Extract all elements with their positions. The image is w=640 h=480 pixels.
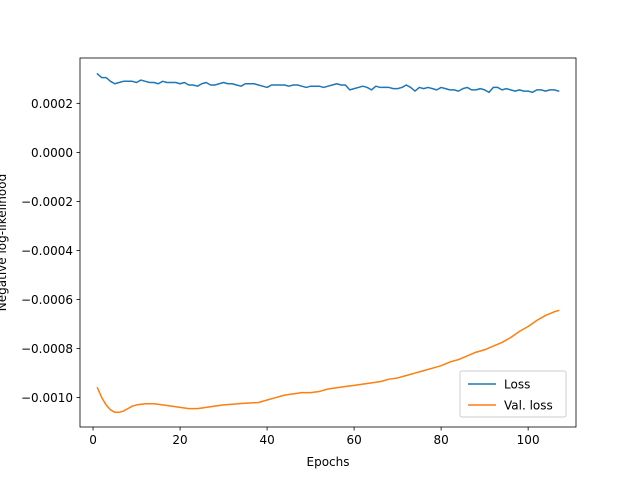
legend-label-loss: Loss [504, 378, 530, 392]
x-tick-label: 0 [89, 433, 97, 447]
series-line-0 [96, 72, 560, 94]
y-tick-label: −0.0004 [21, 244, 73, 258]
y-tick-label: 0.0000 [31, 146, 73, 160]
series-line-1 [96, 309, 560, 414]
x-axis-label: Epochs [307, 455, 350, 469]
legend: Loss Val. loss [459, 370, 567, 418]
x-tick-label: 20 [172, 433, 187, 447]
y-tick-label: −0.0008 [21, 342, 73, 356]
y-tick-label: −0.0002 [21, 195, 73, 209]
y-tick-label: −0.0006 [21, 293, 73, 307]
x-tick-label: 40 [259, 433, 274, 447]
y-axis-label: Negative log-likelihood [0, 174, 9, 311]
y-tick-label: −0.0010 [21, 391, 73, 405]
x-tick-label: 100 [517, 433, 540, 447]
legend-label-val-loss: Val. loss [504, 399, 553, 413]
plot-frame [79, 57, 577, 428]
x-tick-label: 80 [433, 433, 448, 447]
y-tick-label: 0.0002 [31, 97, 73, 111]
plot-area [80, 58, 576, 427]
series-layer [96, 72, 560, 414]
x-tick-label: 60 [346, 433, 361, 447]
x-axis: 0 20 40 60 80 100 [89, 427, 540, 447]
y-axis: −0.0010 −0.0008 −0.0006 −0.0004 −0.0002 0.000… [21, 97, 80, 405]
